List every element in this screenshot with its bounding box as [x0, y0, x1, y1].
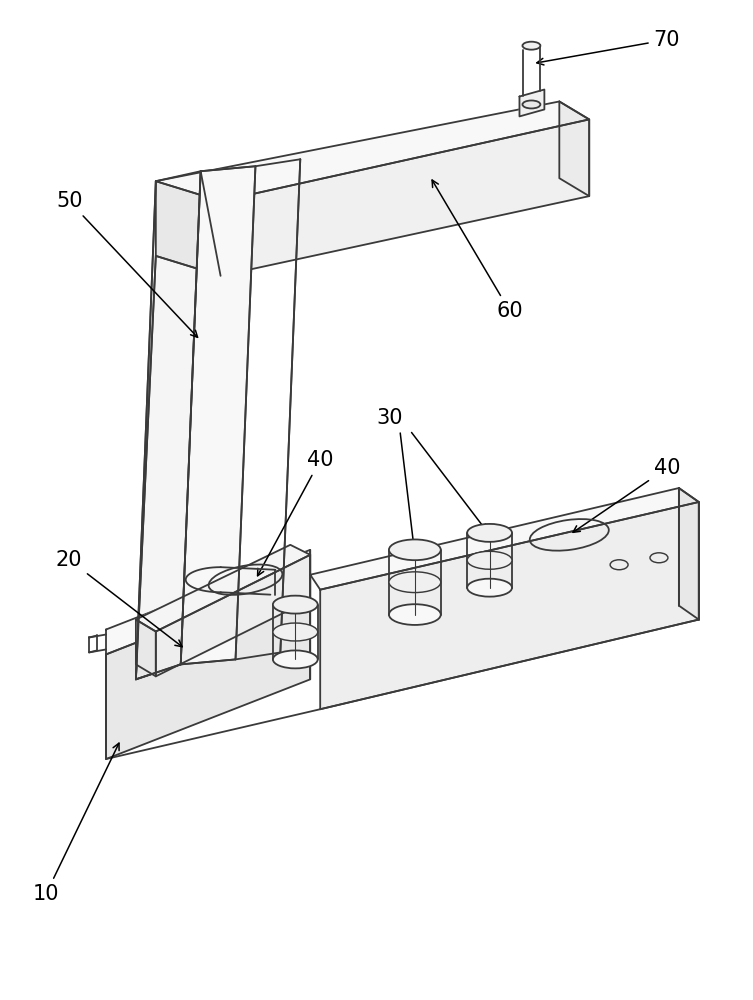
Polygon shape [106, 550, 310, 654]
Polygon shape [310, 488, 699, 590]
Polygon shape [221, 119, 589, 276]
Polygon shape [156, 555, 310, 676]
Ellipse shape [273, 623, 318, 641]
Polygon shape [559, 101, 589, 196]
Polygon shape [136, 545, 310, 632]
Ellipse shape [389, 539, 441, 560]
Polygon shape [320, 502, 699, 709]
Ellipse shape [523, 42, 541, 50]
Text: 10: 10 [33, 743, 119, 904]
Text: 70: 70 [537, 30, 680, 65]
Polygon shape [136, 256, 221, 679]
Ellipse shape [389, 572, 441, 593]
Ellipse shape [467, 579, 512, 597]
Ellipse shape [467, 524, 512, 542]
Polygon shape [156, 101, 589, 201]
Text: 60: 60 [432, 180, 523, 321]
Ellipse shape [273, 596, 318, 614]
Text: 50: 50 [56, 191, 197, 337]
Ellipse shape [467, 551, 512, 569]
Polygon shape [106, 575, 310, 759]
Text: 40: 40 [258, 450, 334, 576]
Text: 20: 20 [56, 550, 182, 647]
Ellipse shape [389, 604, 441, 625]
Ellipse shape [273, 650, 318, 668]
Polygon shape [181, 166, 255, 664]
Polygon shape [679, 488, 699, 620]
Text: 40: 40 [573, 458, 680, 532]
Polygon shape [136, 620, 156, 676]
Polygon shape [520, 90, 544, 116]
Ellipse shape [523, 100, 541, 108]
Polygon shape [156, 181, 221, 276]
Text: 30: 30 [376, 408, 403, 428]
